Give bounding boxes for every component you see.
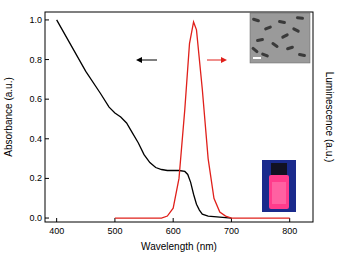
tem-inset <box>250 13 310 63</box>
y-tick <box>45 218 49 219</box>
tem-image <box>250 13 310 63</box>
nanorod <box>271 42 279 49</box>
chart: 400 500 600 700 800 0.0 0.2 0.4 0.6 0.8 1.0 Wavelen… <box>0 0 345 262</box>
nanorod <box>292 27 300 33</box>
x-tick <box>56 218 57 222</box>
nanorod <box>261 52 270 58</box>
y-tick <box>45 19 49 20</box>
y-tick-label: 0.6 <box>29 94 42 104</box>
nanorod <box>264 25 273 31</box>
x-tick <box>173 218 174 222</box>
y-tick <box>45 178 49 179</box>
nanorod <box>296 16 304 20</box>
y-tick <box>45 59 49 60</box>
nanorod <box>278 20 286 25</box>
y-tick-label: 0.8 <box>29 55 42 65</box>
vial-inset <box>262 160 296 212</box>
vial-background <box>262 160 296 212</box>
y-tick-label: 0.0 <box>29 213 42 223</box>
y2-axis-label: Luminescence (a.u.) <box>324 72 335 163</box>
y-tick-label: 0.4 <box>29 134 42 144</box>
nanorod <box>256 38 264 43</box>
arrow-head <box>221 57 227 63</box>
y-tick-label: 1.0 <box>29 15 42 25</box>
arrow-left <box>140 60 157 61</box>
vial-liquid <box>269 175 289 209</box>
scale-bar <box>253 57 261 59</box>
nanorod <box>298 53 306 58</box>
x-tick-label: 800 <box>282 226 297 236</box>
vial-cap <box>271 163 287 175</box>
nanorod <box>286 45 295 50</box>
x-tick-label: 600 <box>166 226 181 236</box>
y-tick <box>45 99 49 100</box>
nanorod <box>281 33 289 39</box>
nanorod <box>252 17 261 22</box>
y-tick <box>45 138 49 139</box>
vial-glow <box>272 182 286 204</box>
plot-frame <box>45 12 313 222</box>
x-tick-label: 700 <box>224 226 239 236</box>
series-line <box>115 22 290 218</box>
x-tick-label: 400 <box>49 226 64 236</box>
plot-data <box>57 20 290 218</box>
y-tick-label: 0.2 <box>29 173 42 183</box>
x-axis-label: Wavelength (nm) <box>141 241 217 252</box>
nanorod <box>251 46 259 53</box>
arrow-head <box>136 57 142 63</box>
y-axis-label: Absorbance (a.u.) <box>3 77 14 157</box>
arrow-right <box>207 60 223 61</box>
x-tick-label: 500 <box>107 226 122 236</box>
